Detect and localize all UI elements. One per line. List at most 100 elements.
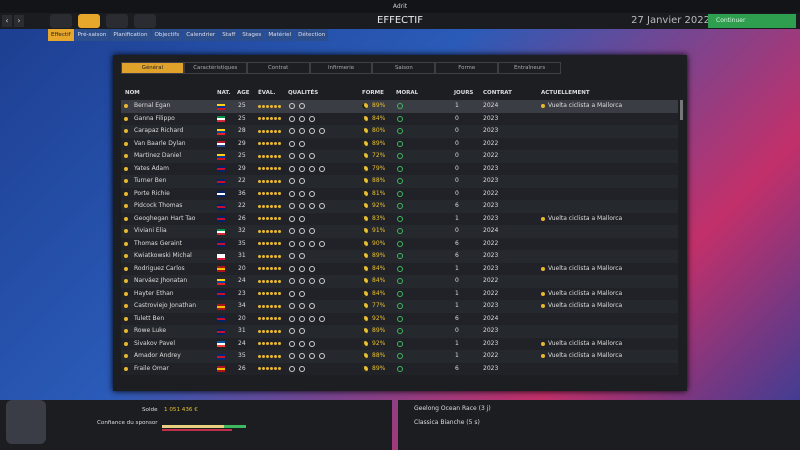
player-row[interactable]: Thomas Geraint 35 90% 6 2022: [121, 237, 678, 250]
tab[interactable]: Objectifs: [151, 29, 183, 41]
rating-star: [258, 267, 261, 271]
player-row[interactable]: Yates Adam 29 79% 0 2023: [121, 162, 678, 175]
forward-button[interactable]: ›: [14, 15, 24, 27]
age: 26: [238, 364, 246, 372]
player-row[interactable]: Geoghegan Hart Tao 26 83% 1 2023 Vuelta cicli…: [121, 212, 678, 225]
subtab[interactable]: Général: [121, 62, 184, 74]
player-row[interactable]: Narváez Jhonatan 24 84% 0 2022: [121, 275, 678, 288]
days: 0: [455, 139, 459, 147]
quality-icon: [309, 115, 315, 122]
quality-icon: [309, 278, 315, 285]
player-row[interactable]: Turner Ben 22 88% 0 2023: [121, 175, 678, 188]
morale-icon: [397, 153, 403, 160]
morale-icon: [397, 340, 403, 347]
player-row[interactable]: Tulett Ben 20 92% 6 2024: [121, 312, 678, 325]
days: 0: [455, 189, 459, 197]
form-icon: [362, 240, 368, 247]
morale-icon: [397, 115, 403, 122]
tab[interactable]: Planification: [110, 29, 151, 41]
form-icon: [362, 215, 368, 222]
player-row[interactable]: Viviani Elia 32 91% 0 2024: [121, 225, 678, 238]
quality-icon: [309, 265, 315, 272]
rating-star: [274, 242, 277, 246]
rating-star: [274, 367, 277, 371]
subtab[interactable]: Forme: [435, 62, 499, 74]
status-dot: [124, 104, 128, 109]
tab[interactable]: Effectif: [48, 29, 74, 41]
flag-stripe: [217, 132, 225, 135]
player-row[interactable]: Ganna Filippo 25 84% 0 2023: [121, 112, 678, 125]
rating-star: [270, 354, 273, 358]
tab[interactable]: Pré-saison: [74, 29, 110, 41]
rating-star: [274, 117, 277, 121]
event-1: Geelong Ocean Race (3 j): [414, 405, 491, 412]
player-row[interactable]: Martinez Daniel 25 72% 0 2022: [121, 150, 678, 163]
flag-stripe: [217, 205, 225, 208]
world-icon[interactable]: [134, 14, 156, 28]
rating-star: [274, 317, 277, 321]
rating-star: [270, 229, 273, 233]
flag-stripe: [217, 341, 225, 343]
quality-icon: [289, 265, 295, 272]
morale-icon: [397, 165, 403, 172]
back-button[interactable]: ‹: [2, 15, 12, 27]
form: 79%: [372, 164, 386, 172]
subtab[interactable]: Saison: [372, 62, 436, 74]
flag-stripe: [217, 318, 225, 320]
tab[interactable]: Stages: [239, 29, 265, 41]
status-dot: [124, 229, 128, 234]
continue-button[interactable]: Continuer: [708, 14, 796, 28]
tab[interactable]: Détection: [295, 29, 329, 41]
flag-stripe: [217, 220, 225, 222]
player-row[interactable]: Pidcock Thomas 22 92% 6 2023: [121, 200, 678, 213]
player-row[interactable]: Carapaz Richard 28 80% 0 2023: [121, 125, 678, 138]
column-header: FORME: [362, 90, 384, 96]
sponsor-bar: [162, 425, 224, 428]
rating-star: [266, 329, 269, 333]
rating-star: [266, 279, 269, 283]
rating-star: [274, 167, 277, 171]
player-row[interactable]: Castroviejo Jonathan 34 77% 1 2023 Vuelta cic…: [121, 300, 678, 313]
player-row[interactable]: Hayter Ethan 23 84% 1 2022 Vuelta ciclista a …: [121, 287, 678, 300]
player-row[interactable]: Porte Richie 36 81% 0 2022: [121, 187, 678, 200]
player-row[interactable]: Rodriguez Carlos 20 84% 1 2023 Vuelta ciclist…: [121, 262, 678, 275]
age: 35: [238, 239, 246, 247]
squad-icon[interactable]: [78, 14, 100, 28]
subtab[interactable]: Caractéristiques: [183, 62, 247, 74]
form-icon: [362, 328, 368, 335]
clock-icon[interactable]: [106, 14, 128, 28]
age: 36: [238, 189, 246, 197]
player-row[interactable]: Sivakov Pavel 24 92% 1 2023 Vuelta ciclista a…: [121, 337, 678, 350]
team-icon[interactable]: [50, 14, 72, 28]
quality-icon: [299, 165, 305, 172]
column-header: MORAL: [396, 90, 419, 96]
form-icon: [362, 228, 368, 235]
form-icon: [362, 103, 368, 110]
tab[interactable]: Matériel: [265, 29, 295, 41]
rating-star: [262, 342, 265, 346]
tab[interactable]: Calendrier: [183, 29, 219, 41]
player-row[interactable]: Kwiatkowski Michal 31 89% 6 2023: [121, 250, 678, 263]
rating-star: [270, 217, 273, 221]
player-row[interactable]: Amador Andrey 35 88% 1 2022 Vuelta ciclista a…: [121, 350, 678, 363]
subtab[interactable]: Entraîneurs: [498, 62, 562, 74]
scrollbar[interactable]: [680, 100, 683, 120]
rating-star: [278, 192, 281, 196]
player-row[interactable]: Rowe Luke 31 89% 0 2023: [121, 325, 678, 338]
subtab[interactable]: Contrat: [246, 62, 310, 74]
days: 1: [455, 289, 459, 297]
flag-stripe: [217, 245, 225, 247]
rating-star: [270, 329, 273, 333]
subtab[interactable]: Infirmerie: [309, 62, 373, 74]
rating-star: [278, 204, 281, 208]
player-name: Van Baarle Dylan: [134, 139, 186, 147]
player-row[interactable]: Van Baarle Dylan 29 89% 0 2022: [121, 137, 678, 150]
quality-icon: [289, 115, 295, 122]
player-row[interactable]: Fraile Omar 26 89% 6 2023: [121, 362, 678, 375]
age: 31: [238, 327, 246, 334]
form-icon: [362, 165, 368, 172]
player-row[interactable]: Bernal Egan 25 89% 1 2024 Vuelta ciclista a M…: [121, 100, 678, 113]
nationality-flag: [217, 366, 225, 372]
tab[interactable]: Staff: [219, 29, 239, 41]
form: 84%: [372, 114, 386, 122]
